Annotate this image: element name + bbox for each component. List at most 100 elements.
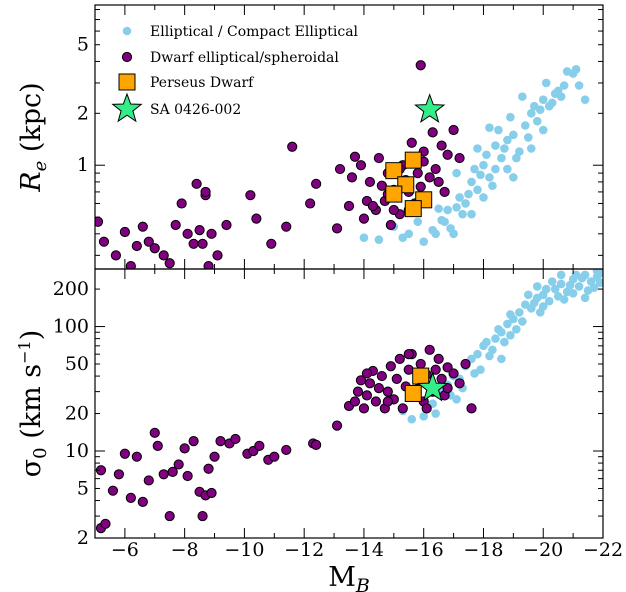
- ell-point: [571, 65, 581, 74]
- y-tick-label: 5: [77, 477, 89, 499]
- dwarf-point: [349, 396, 361, 407]
- dwarf-point: [403, 364, 414, 375]
- ell-point: [488, 345, 497, 355]
- ell-point: [541, 284, 551, 294]
- dwarf-point: [212, 250, 223, 261]
- dwarf-point: [191, 178, 202, 189]
- dwarf-point: [311, 439, 322, 450]
- dwarf-point: [251, 213, 262, 224]
- ell-point: [482, 150, 491, 160]
- ell-point: [359, 233, 369, 242]
- x-tick-label: −20: [523, 539, 563, 561]
- ell-point: [452, 168, 461, 178]
- ell-point: [526, 144, 536, 153]
- labels-layer: 1 2 5 2 5 10 20 50 100 200 −6 −8 −10 −12 −14 −16 −18 −20−…: [15, 34, 623, 592]
- ell-point: [523, 133, 533, 142]
- dwarf-point: [110, 250, 122, 261]
- dwarf-point: [406, 137, 417, 148]
- sa-point: [417, 371, 449, 402]
- ell-point: [419, 237, 429, 247]
- dwarf-point: [206, 487, 217, 499]
- perseus-point: [404, 151, 422, 169]
- y-tick-label: 20: [65, 403, 89, 425]
- dwarf-point: [439, 186, 450, 198]
- dwarf-point: [436, 140, 447, 151]
- ell-point: [538, 95, 548, 104]
- x-tick-label: −12: [284, 539, 324, 561]
- legend-label-sa: SA 0426-002: [150, 102, 241, 118]
- perseus-point: [385, 162, 403, 180]
- ell-point: [491, 141, 500, 150]
- dwarf-point: [382, 396, 393, 407]
- ell-point: [500, 337, 509, 347]
- dwarf-point: [254, 440, 265, 451]
- dwarf-point: [364, 176, 376, 188]
- dwarf-point: [182, 228, 193, 239]
- perseus-point: [412, 367, 430, 385]
- ell-point: [515, 147, 524, 156]
- ell-point: [488, 181, 497, 191]
- dwarf-point: [415, 181, 426, 192]
- dwarf-point: [373, 383, 384, 394]
- dwarf-point: [391, 373, 402, 384]
- dwarf-point: [352, 386, 364, 397]
- dwarf-point: [182, 470, 193, 482]
- y-tick-label: 2: [77, 102, 89, 124]
- ell-point: [467, 209, 476, 219]
- ell-point: [473, 144, 482, 153]
- x-tick-label: −10: [224, 539, 264, 561]
- dwarf-point: [164, 510, 175, 522]
- ell-point: [550, 284, 560, 294]
- dwarf-point: [454, 152, 465, 164]
- ell-point: [529, 101, 539, 111]
- ell-point: [470, 164, 479, 174]
- dwarf-point: [206, 228, 217, 239]
- dwarf-point: [197, 238, 208, 249]
- dwarf-point: [98, 236, 110, 247]
- dwarf-point: [167, 466, 178, 477]
- ell-point: [518, 317, 527, 326]
- ell-point: [398, 233, 408, 242]
- dwarf-point: [179, 443, 190, 454]
- dwarf-point: [433, 176, 444, 188]
- bottom-panel-frame: [94, 268, 604, 539]
- ell-point: [515, 308, 524, 317]
- ell-point: [538, 302, 548, 311]
- perseus-point: [385, 185, 403, 203]
- y-tick-label: 100: [53, 316, 89, 338]
- dwarf-point: [215, 436, 226, 447]
- ell-point: [553, 86, 563, 96]
- ell-point: [506, 310, 515, 319]
- ell-point: [571, 270, 581, 280]
- dwarf-point: [170, 219, 181, 231]
- ell-point: [434, 204, 443, 213]
- ell-point: [544, 296, 554, 306]
- ell-point: [592, 269, 602, 276]
- legend: Elliptical / Compact Elliptical Dwarf ell…: [111, 24, 359, 123]
- ell-point: [583, 286, 593, 295]
- x-tick-label: −16: [404, 539, 444, 561]
- ell-point: [518, 92, 527, 101]
- dwarf-point: [131, 240, 142, 252]
- legend-label-perseus: Perseus Dwarf: [150, 75, 255, 91]
- ell-point: [431, 409, 440, 418]
- legend-label-dwarf: Dwarf elliptical/spheroidal: [150, 50, 339, 66]
- ell-point: [464, 189, 473, 199]
- ell-point: [494, 325, 503, 334]
- top-panel-points: [95, 60, 590, 269]
- dwarf-point: [448, 368, 459, 379]
- dwarf-point: [415, 358, 426, 370]
- x-tick-label: −22: [583, 539, 623, 561]
- ell-point: [443, 205, 452, 215]
- ell-point: [470, 369, 479, 378]
- dwarf-point: [382, 386, 393, 397]
- ell-point: [547, 98, 557, 108]
- y-tick-label: 5: [77, 34, 89, 56]
- dwarf-point: [143, 475, 154, 486]
- ell-point: [482, 337, 491, 347]
- ell-point: [506, 331, 515, 340]
- dwarf-point: [376, 370, 387, 382]
- dwarf-point: [334, 163, 346, 175]
- dwarf-point: [137, 221, 148, 232]
- dwarf-point: [412, 168, 423, 179]
